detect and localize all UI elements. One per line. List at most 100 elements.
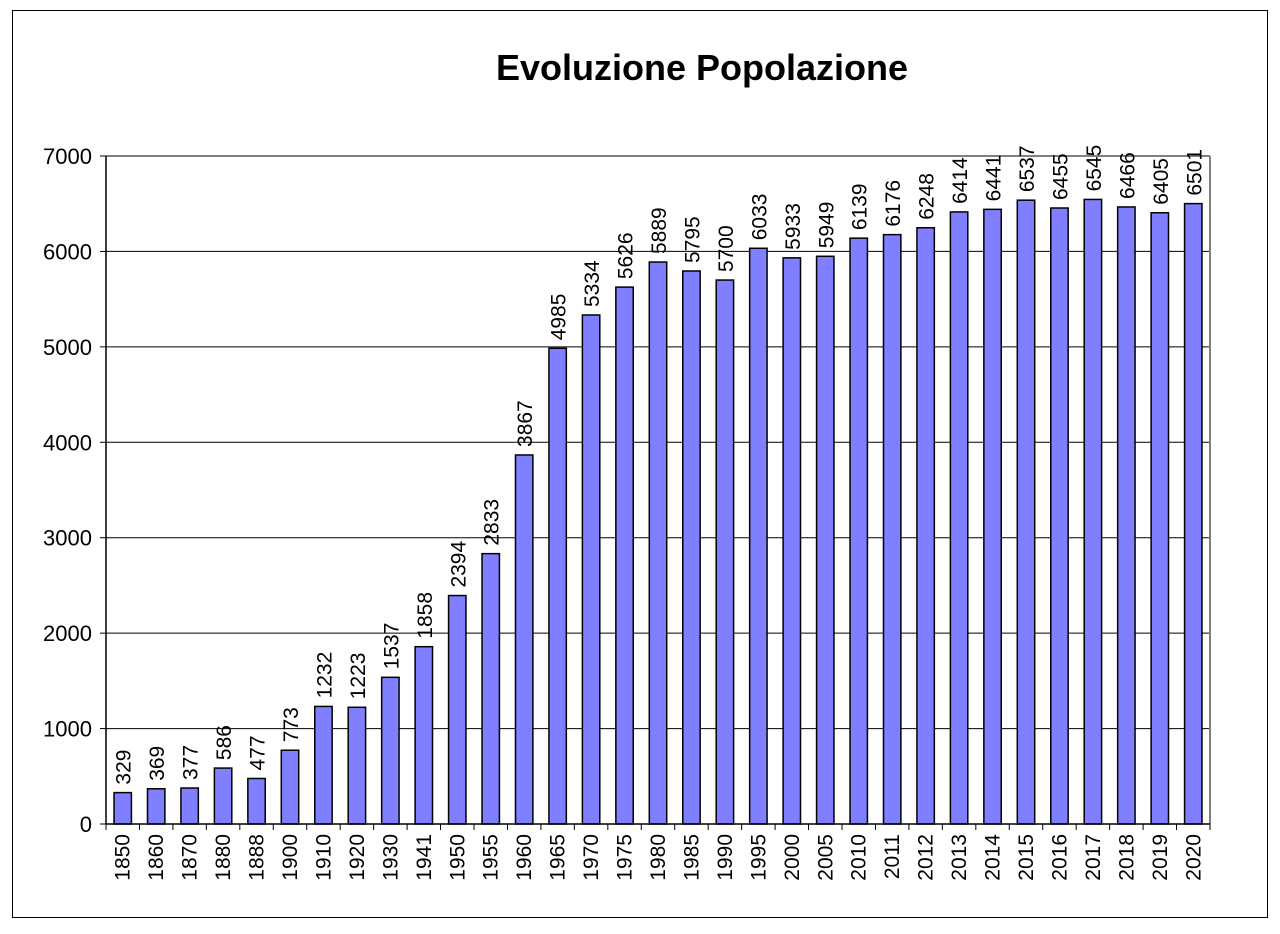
data-label: 6501 — [1183, 149, 1206, 196]
bar — [682, 270, 701, 825]
data-label: 4985 — [548, 294, 571, 341]
x-tick-label: 2011 — [881, 834, 904, 879]
bar — [414, 645, 434, 825]
data-label: 2833 — [481, 499, 504, 546]
bar — [113, 791, 133, 825]
y-tick-label: 2000 — [43, 621, 92, 646]
x-tick-label: 1955 — [480, 834, 503, 881]
data-label: 6176 — [882, 180, 905, 227]
bar — [648, 261, 668, 825]
data-label: 1232 — [313, 652, 336, 699]
x-tick-label: 1985 — [680, 834, 703, 881]
data-label: 477 — [247, 735, 270, 770]
bar — [213, 767, 233, 825]
data-label: 6405 — [1150, 158, 1173, 205]
data-label: 6441 — [983, 155, 1006, 202]
y-tick-label: 4000 — [43, 430, 92, 455]
bars — [113, 198, 1203, 825]
x-axis: 1850 1860 1870 1880 1888 1900 1910 1920 1930 1941… — [105, 823, 1211, 881]
data-label: 329 — [113, 750, 136, 785]
x-tick-label: 1950 — [446, 834, 469, 881]
bar — [916, 227, 936, 825]
bar — [782, 257, 802, 825]
x-tick-label: 2000 — [781, 834, 804, 881]
x-tick-label: 1888 — [246, 834, 269, 881]
data-label: 586 — [213, 725, 236, 760]
data-label: 6248 — [916, 173, 939, 220]
chart-title: Evoluzione Popolazione — [496, 47, 908, 88]
data-label: 6545 — [1083, 145, 1106, 192]
x-tick-label: 1900 — [279, 834, 302, 881]
bar — [180, 787, 200, 825]
bar — [849, 237, 869, 825]
x-tick-label: 2020 — [1182, 834, 1205, 881]
x-tick-label: 1980 — [647, 834, 670, 881]
data-label: 6414 — [949, 157, 972, 204]
bar — [514, 454, 534, 825]
x-tick-label: 1850 — [112, 834, 135, 881]
data-label: 5700 — [715, 225, 738, 272]
data-label: 1537 — [380, 623, 403, 670]
bar — [481, 552, 501, 825]
x-tick-label: 2013 — [948, 834, 971, 881]
y-tick-label: 5000 — [43, 335, 92, 360]
x-tick-label: 1970 — [580, 834, 603, 881]
data-label: 6033 — [748, 194, 771, 241]
bar — [146, 788, 166, 825]
y-tick-label: 6000 — [43, 239, 92, 264]
bar — [1116, 206, 1136, 825]
bar — [247, 777, 266, 825]
data-label: 5933 — [782, 203, 805, 250]
x-tick-label: 1920 — [346, 834, 369, 881]
data-label: 5795 — [681, 216, 704, 263]
y-tick-label: 7000 — [43, 144, 92, 169]
data-labels: 329 369 377 586 477 773 1232 1223 1537 1858 2394 28… — [113, 145, 1207, 785]
x-tick-label: 1960 — [513, 834, 536, 881]
bar — [983, 208, 1002, 825]
bar — [280, 749, 300, 825]
x-tick-label: 2010 — [848, 834, 871, 881]
data-label: 1858 — [414, 592, 437, 639]
x-tick-label: 1870 — [179, 834, 202, 881]
bar — [715, 279, 735, 825]
x-tick-label: 1990 — [714, 834, 737, 881]
data-label: 5334 — [581, 260, 604, 307]
x-tick-label: 2012 — [915, 834, 938, 881]
x-tick-label: 2015 — [1015, 834, 1038, 881]
bar — [314, 705, 333, 825]
bar — [815, 255, 835, 825]
data-label: 1223 — [347, 653, 370, 700]
bar — [447, 594, 467, 825]
bar — [1016, 199, 1036, 825]
plot-area — [106, 155, 1211, 824]
x-tick-label: 2016 — [1048, 834, 1071, 881]
bar — [548, 347, 568, 825]
x-tick-label: 1941 — [413, 834, 436, 881]
bar — [1150, 212, 1170, 825]
x-tick-label: 1860 — [145, 834, 168, 881]
data-label: 6139 — [849, 183, 872, 230]
data-label: 6537 — [1016, 145, 1039, 192]
y-tick-label: 3000 — [43, 526, 92, 551]
bar — [949, 211, 969, 825]
data-label: 5889 — [648, 207, 671, 254]
x-tick-label: 1880 — [212, 834, 235, 881]
x-tick-label: 2014 — [982, 834, 1005, 881]
x-tick-label: 1965 — [547, 834, 570, 881]
y-axis: 0 1000 2000 3000 4000 5000 6000 7000 — [43, 144, 107, 837]
bar — [380, 676, 400, 825]
x-tick-label: 2019 — [1149, 834, 1172, 881]
y-tick-label: 0 — [80, 812, 92, 837]
bar — [615, 286, 634, 825]
data-label: 377 — [180, 745, 203, 780]
data-label: 369 — [146, 746, 169, 781]
x-tick-label: 1995 — [747, 834, 770, 881]
data-label: 6466 — [1116, 152, 1139, 199]
x-tick-label: 2005 — [814, 834, 837, 881]
x-tick-label: 1930 — [379, 834, 402, 881]
data-label: 6455 — [1049, 153, 1072, 200]
x-tick-label: 2018 — [1115, 834, 1138, 881]
x-tick-label: 2017 — [1082, 834, 1105, 881]
bar — [1183, 202, 1203, 825]
